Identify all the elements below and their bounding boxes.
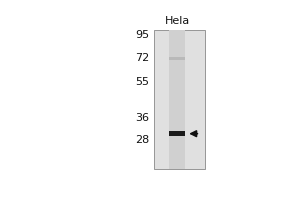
- Text: 28: 28: [135, 135, 149, 145]
- Text: 72: 72: [135, 53, 149, 63]
- Text: 95: 95: [135, 30, 149, 40]
- Bar: [169, 131, 185, 136]
- Bar: [169, 30, 185, 169]
- Text: 36: 36: [135, 113, 149, 123]
- Bar: [154, 30, 205, 169]
- Text: Hela: Hela: [164, 16, 190, 26]
- Text: 55: 55: [135, 77, 149, 87]
- Bar: [169, 57, 185, 60]
